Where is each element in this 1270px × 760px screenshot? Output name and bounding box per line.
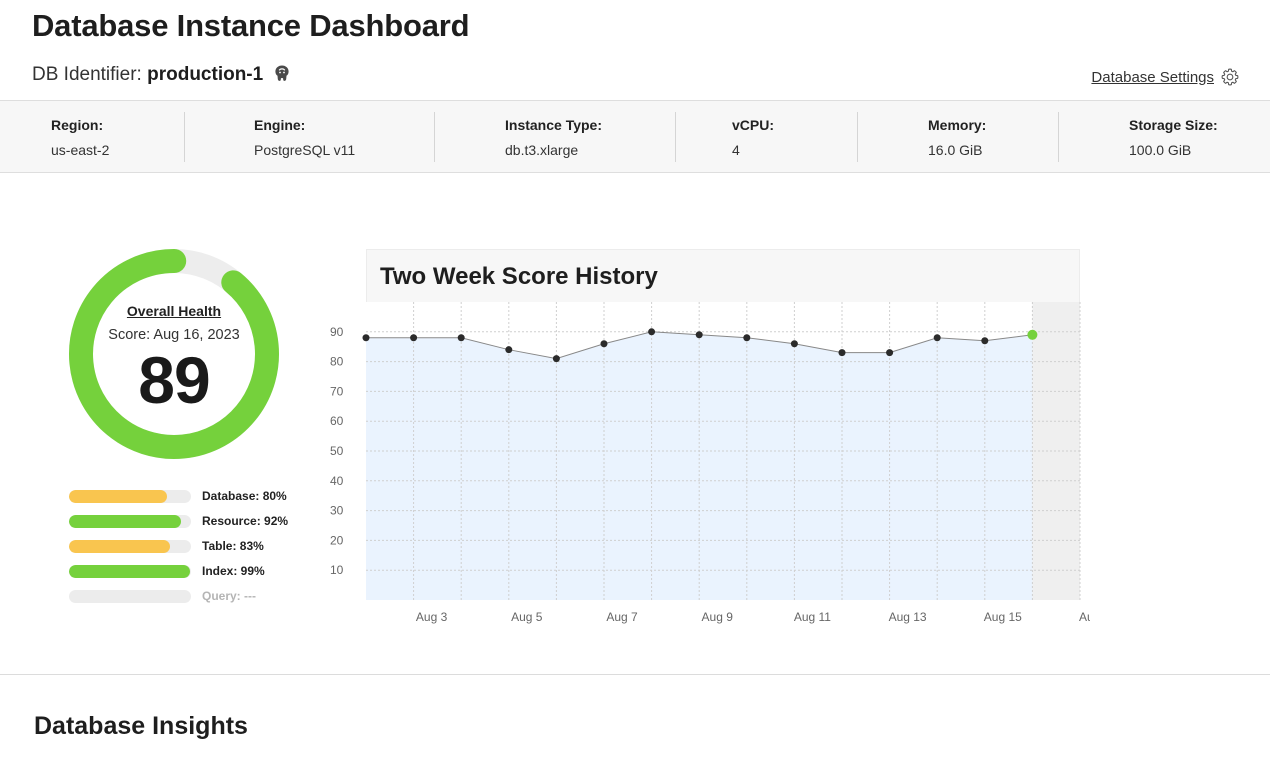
chart-data-point [933, 334, 941, 342]
score-history-chart: 10 20 30 40 50 60 70 80 90 Aug 3 Aug 5 Aug 7 Aug 9 Au… [330, 302, 1090, 624]
chart-y-tick-label: 30 [330, 504, 344, 518]
info-region-label: Region: [51, 117, 104, 133]
chart-area-fill [366, 331, 1033, 600]
database-settings-link[interactable]: Database Settings [1091, 67, 1240, 87]
info-vcpu-label: vCPU: [732, 117, 775, 133]
metric-index-bar [69, 564, 191, 578]
info-memory-value: 16.0 GiB [928, 142, 983, 158]
chart-y-tick-label: 10 [330, 563, 344, 577]
overall-health-date: Score: Aug 16, 2023 [108, 327, 240, 343]
chart-data-point [790, 340, 798, 348]
chart-x-tick-label: Aug 15 [984, 610, 1022, 624]
chart-x-tick-label: Aug 9 [702, 610, 734, 624]
chart-data-point [838, 349, 846, 357]
metric-table-bar [69, 539, 191, 553]
chart-future-region [1032, 302, 1080, 600]
chart-y-tick-label: 50 [330, 444, 344, 458]
chart-y-tick-label: 40 [330, 474, 344, 488]
overall-health-ring [69, 249, 279, 459]
chart-data-point [457, 334, 465, 342]
db-identifier: DB Identifier: production-1 [32, 64, 291, 89]
chart-y-tick-label: 90 [330, 325, 344, 339]
info-instance-type-value: db.t3.xlarge [505, 142, 579, 158]
metric-resource-bar [69, 514, 191, 528]
metric-database-bar [69, 489, 191, 503]
chart-x-tick-label: Aug 3 [416, 610, 448, 624]
chart-y-tick-label: 20 [330, 533, 344, 547]
info-memory-label: Memory: [928, 117, 987, 133]
chart-x-tick-label: Aug 5 [511, 610, 543, 624]
instance-info-bar: Region: us-east-2 Engine: PostgreSQL v11… [0, 100, 1270, 173]
section-divider [0, 674, 1270, 675]
chart-data-point [648, 328, 656, 336]
chart-data-point [695, 331, 703, 339]
metric-query-bar [69, 589, 191, 603]
info-instance-type: Instance Type: db.t3.xlarge [435, 112, 676, 162]
metric-index: Index: 99% [69, 563, 288, 579]
metric-database-label: Database: 80% [202, 489, 287, 503]
info-engine-label: Engine: [254, 117, 306, 133]
chart-latest-point [1027, 329, 1038, 340]
chart-data-point [981, 337, 989, 345]
metric-resource-fill [69, 514, 182, 528]
chart-x-tick-label: Aug 11 [794, 610, 831, 624]
health-ring-arc [69, 249, 279, 459]
postgresql-elephant-icon [273, 64, 291, 89]
info-region: Region: us-east-2 [0, 112, 185, 162]
info-storage-size-value: 100.0 GiB [1129, 142, 1192, 158]
overall-health-label[interactable]: Overall Health [126, 303, 222, 319]
info-memory: Memory: 16.0 GiB [858, 112, 1059, 162]
overall-health-score: 89 [138, 343, 210, 417]
chart-x-tick-label: Aug 13 [889, 610, 927, 624]
info-storage-size: Storage Size: 100.0 GiB [1059, 112, 1270, 162]
metric-resource-label: Resource: 92% [202, 514, 289, 528]
page-title: Database Instance Dashboard [32, 8, 470, 43]
db-identifier-label: DB Identifier: [32, 64, 142, 85]
overall-health-summary: Overall Health Score: Aug 16, 2023 89 [68, 248, 280, 460]
metric-table-fill [69, 539, 171, 553]
chart-data-point [362, 334, 370, 342]
info-storage-size-label: Storage Size: [1129, 117, 1218, 133]
info-region-value: us-east-2 [51, 142, 110, 158]
metric-table: Table: 83% [69, 538, 288, 554]
chart-data-point [410, 334, 418, 342]
chart-y-tick-label: 70 [330, 384, 344, 398]
metric-table-label: Table: 83% [202, 539, 264, 553]
metric-query: Query: --- [69, 588, 288, 604]
metric-database: Database: 80% [69, 488, 288, 504]
chart-data-point [886, 349, 894, 357]
health-metric-list: Database: 80% Resource: 92% Table: 83% I… [69, 488, 288, 613]
db-identifier-value: production-1 [147, 64, 264, 85]
info-instance-type-label: Instance Type: [505, 117, 602, 133]
info-vcpu-value: 4 [732, 142, 740, 158]
chart-data-point [743, 334, 751, 342]
metric-index-fill [69, 564, 190, 578]
chart-data-point [600, 340, 608, 348]
info-engine-value: PostgreSQL v11 [254, 142, 356, 158]
score-history-card: Two Week Score History [366, 249, 1080, 303]
chart-y-tick-label: 80 [330, 355, 344, 369]
metric-database-fill [69, 489, 167, 503]
info-vcpu: vCPU: 4 [676, 112, 858, 162]
info-engine: Engine: PostgreSQL v11 [185, 112, 435, 162]
metric-query-label: Query: --- [202, 589, 256, 603]
chart-data-point [505, 346, 513, 354]
chart-x-tick-label: Aug 17 [1079, 610, 1090, 624]
metric-resource: Resource: 92% [69, 513, 288, 529]
database-insights-title: Database Insights [34, 712, 248, 740]
metric-index-label: Index: 99% [202, 564, 265, 578]
database-settings-label: Database Settings [1091, 68, 1214, 86]
chart-data-point [552, 355, 560, 363]
gear-icon[interactable] [1220, 67, 1240, 87]
chart-y-tick-label: 60 [330, 414, 344, 428]
score-history-title: Two Week Score History [380, 263, 658, 290]
chart-x-tick-label: Aug 7 [606, 610, 638, 624]
